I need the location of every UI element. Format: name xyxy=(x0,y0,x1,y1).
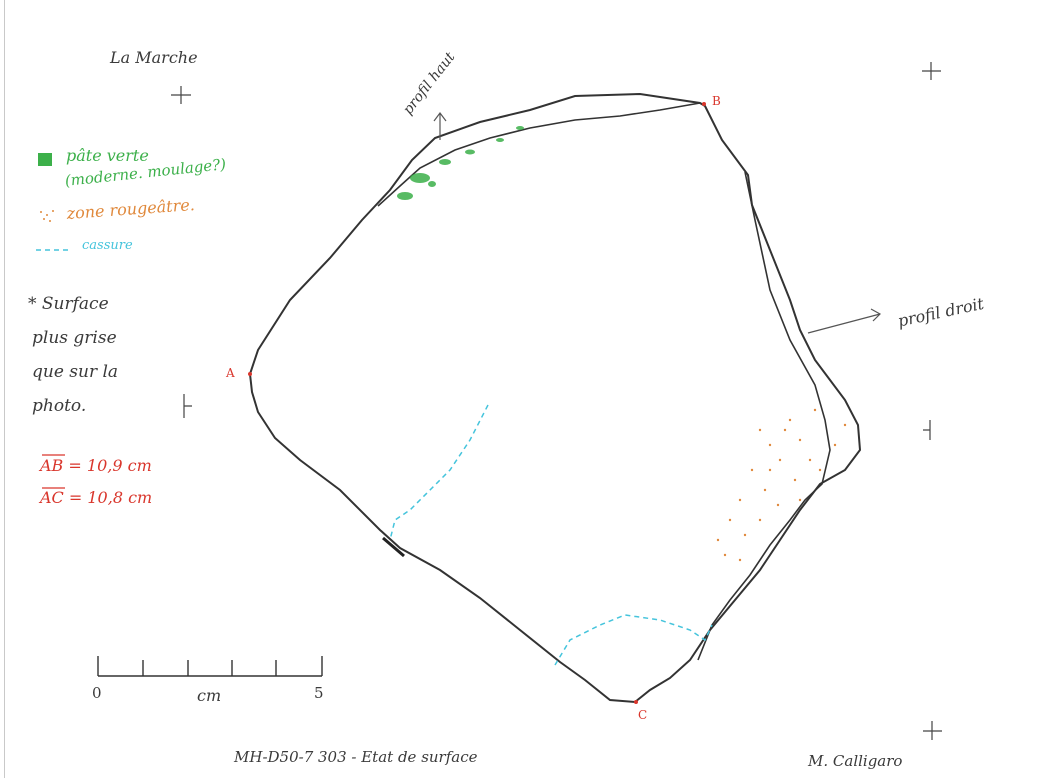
scale-bar xyxy=(97,656,323,677)
green-legend-label: pâte verte xyxy=(66,146,149,165)
note-line-1: * Surface xyxy=(28,294,109,314)
registration-marks xyxy=(171,62,942,740)
point-a-marker xyxy=(248,372,252,376)
measurement-overlines xyxy=(42,454,65,489)
point-c-marker xyxy=(634,700,638,704)
registration-cross-bottom-right xyxy=(923,721,942,740)
fracture-lines xyxy=(389,404,713,666)
point-b-label: B xyxy=(712,94,721,108)
caption: MH-D50-7 303 - Etat de surface xyxy=(234,748,478,766)
measurement-ac: AC = 10,8 cm xyxy=(40,488,153,507)
fragment-outline xyxy=(248,92,862,704)
author: M. Calligaro xyxy=(808,752,903,770)
fracture-edge xyxy=(382,536,405,558)
scale-end-label: 5 xyxy=(314,684,324,702)
orange-legend-swatch xyxy=(40,210,54,222)
registration-cross-top-left xyxy=(171,86,191,104)
reddish-zone xyxy=(716,408,847,562)
scale-start-label: 0 xyxy=(92,684,102,702)
point-a-label: A xyxy=(226,366,235,380)
registration-cross-top-right xyxy=(922,62,941,80)
top-profile-arrow xyxy=(433,112,447,140)
note-line-3: que sur la xyxy=(32,362,119,382)
point-markers xyxy=(248,102,706,704)
right-profile-edge xyxy=(697,171,831,661)
green-paste-zone xyxy=(397,126,524,200)
right-profile-arrow xyxy=(807,308,881,334)
point-b-marker xyxy=(702,102,706,106)
profile-arrows xyxy=(433,112,881,334)
registration-tick-left xyxy=(183,394,192,418)
registration-tick-right xyxy=(923,420,931,440)
top-profile-edge xyxy=(377,102,701,207)
note-line-4: photo. xyxy=(32,396,87,416)
measurement-ab: AB = 10,9 cm xyxy=(40,456,152,475)
site-label: La Marche xyxy=(110,48,198,67)
page-edge xyxy=(4,0,5,778)
point-c-label: C xyxy=(638,708,648,722)
note-line-2: plus grise xyxy=(32,328,117,348)
green-legend-swatch xyxy=(38,153,52,166)
scale-unit-label: cm xyxy=(197,686,222,705)
cyan-legend-label: cassure xyxy=(82,238,133,253)
